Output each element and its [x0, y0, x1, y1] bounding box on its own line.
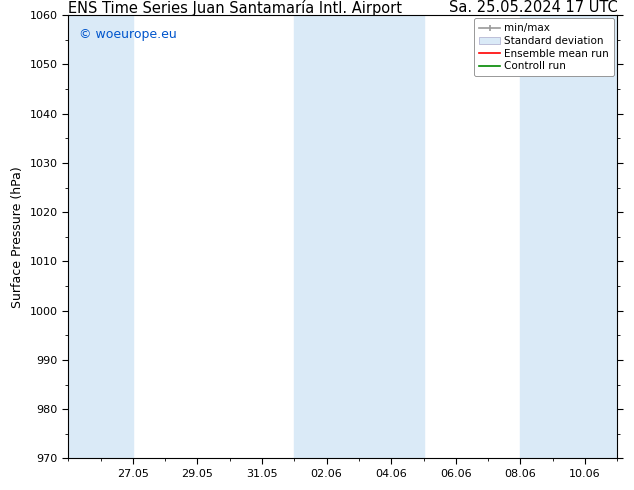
Text: ENS Time Series Juan Santamaría Intl. Airport: ENS Time Series Juan Santamaría Intl. Ai… — [68, 0, 402, 16]
Bar — [521, 15, 618, 459]
Text: Sa. 25.05.2024 17 UTC: Sa. 25.05.2024 17 UTC — [449, 0, 618, 15]
Bar — [294, 15, 424, 459]
Text: © woeurope.eu: © woeurope.eu — [79, 28, 177, 42]
Legend: min/max, Standard deviation, Ensemble mean run, Controll run: min/max, Standard deviation, Ensemble me… — [474, 18, 614, 76]
Bar — [68, 15, 133, 459]
Y-axis label: Surface Pressure (hPa): Surface Pressure (hPa) — [11, 166, 24, 308]
